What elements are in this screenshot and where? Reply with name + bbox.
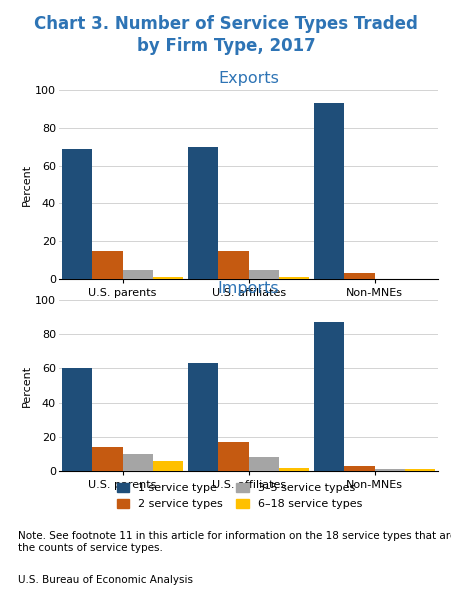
Bar (122, 269, 152, 279)
Bar (92, 447, 122, 471)
Text: Note. See footnote 11 in this article for information on the 18 service types th: Note. See footnote 11 in this article fo… (18, 531, 451, 553)
Bar (122, 454, 152, 471)
Bar (344, 274, 374, 279)
Bar (92, 251, 122, 279)
Bar (188, 146, 218, 279)
Bar (374, 469, 404, 471)
Bar (313, 103, 344, 279)
Text: U.S. Bureau of Economic Analysis: U.S. Bureau of Economic Analysis (18, 575, 193, 585)
Bar (62, 368, 92, 471)
Bar (152, 461, 183, 471)
Bar (218, 442, 248, 471)
Bar (344, 466, 374, 471)
Bar (188, 363, 218, 471)
Legend: 1 service type, 2 service types, 3–5 service types, 6–18 service types: 1 service type, 2 service types, 3–5 ser… (117, 482, 361, 509)
Text: Chart 3. Number of Service Types Traded
by Firm Type, 2017: Chart 3. Number of Service Types Traded … (34, 15, 417, 55)
Bar (62, 149, 92, 279)
Bar (313, 322, 344, 471)
Bar (152, 277, 183, 279)
Bar (404, 469, 434, 471)
Y-axis label: Percent: Percent (22, 163, 32, 206)
Bar (278, 467, 308, 471)
Title: Imports: Imports (217, 281, 279, 296)
Bar (248, 457, 278, 471)
Bar (248, 269, 278, 279)
Bar (218, 251, 248, 279)
Bar (278, 277, 308, 279)
Title: Exports: Exports (218, 71, 278, 86)
Y-axis label: Percent: Percent (22, 364, 32, 407)
